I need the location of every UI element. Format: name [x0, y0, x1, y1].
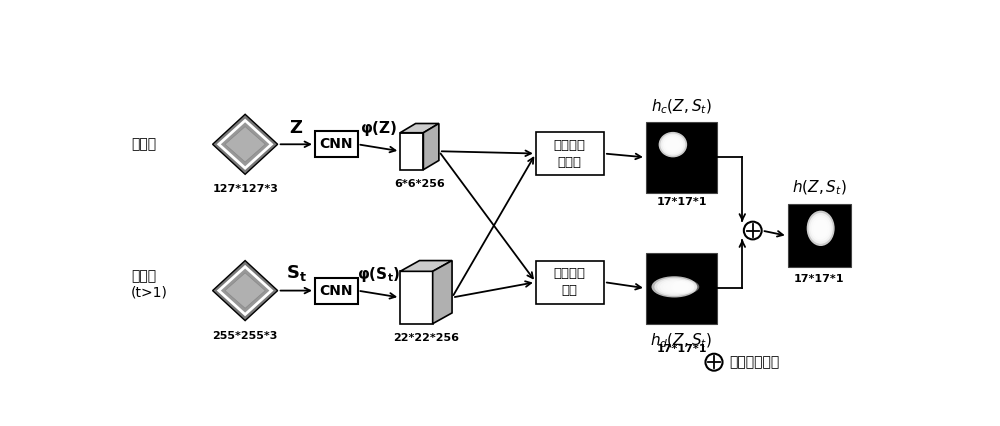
Text: 余弦相似
度度量: 余弦相似 度度量 [554, 138, 586, 169]
Text: 对应元素相加: 对应元素相加 [730, 355, 780, 369]
Polygon shape [219, 121, 271, 168]
Ellipse shape [671, 143, 675, 146]
Ellipse shape [657, 279, 691, 295]
Ellipse shape [669, 141, 676, 148]
Ellipse shape [683, 286, 687, 288]
Text: $h_d(Z,S_t)$: $h_d(Z,S_t)$ [650, 331, 712, 350]
Ellipse shape [654, 278, 694, 296]
Ellipse shape [660, 280, 689, 294]
Ellipse shape [669, 284, 680, 290]
Circle shape [744, 222, 762, 239]
Ellipse shape [671, 280, 699, 294]
Ellipse shape [676, 282, 694, 291]
Ellipse shape [666, 283, 683, 291]
Text: 17*17*1: 17*17*1 [656, 197, 707, 207]
FancyBboxPatch shape [536, 132, 604, 175]
Ellipse shape [652, 276, 697, 297]
Polygon shape [433, 261, 452, 324]
Polygon shape [225, 273, 265, 308]
Ellipse shape [808, 213, 833, 244]
Polygon shape [400, 271, 433, 324]
FancyBboxPatch shape [536, 261, 604, 304]
Polygon shape [400, 261, 452, 271]
Ellipse shape [815, 222, 826, 235]
Text: $\mathbf{\varphi(Z)}$: $\mathbf{\varphi(Z)}$ [360, 119, 398, 138]
Text: 17*17*1: 17*17*1 [794, 273, 845, 284]
Polygon shape [213, 114, 278, 174]
FancyBboxPatch shape [646, 122, 717, 193]
Ellipse shape [817, 224, 824, 233]
Ellipse shape [671, 285, 677, 288]
Polygon shape [400, 133, 423, 170]
Text: 22*22*256: 22*22*256 [393, 333, 459, 343]
Ellipse shape [681, 285, 689, 289]
Text: 第一帧: 第一帧 [131, 137, 156, 151]
Ellipse shape [807, 211, 835, 246]
Text: 欧氏距离
度量: 欧氏距离 度量 [554, 267, 586, 297]
Ellipse shape [664, 137, 682, 153]
FancyBboxPatch shape [315, 277, 358, 304]
Text: CNN: CNN [319, 284, 353, 298]
Ellipse shape [666, 138, 680, 151]
Ellipse shape [819, 226, 822, 230]
FancyBboxPatch shape [315, 131, 358, 157]
Polygon shape [225, 127, 265, 162]
Ellipse shape [663, 282, 686, 292]
Text: $\mathbf{S_t}$: $\mathbf{S_t}$ [286, 263, 307, 283]
Text: 17*17*1: 17*17*1 [656, 345, 707, 354]
Text: $\mathbf{\varphi(S_t)}$: $\mathbf{\varphi(S_t)}$ [357, 265, 400, 285]
Ellipse shape [812, 217, 829, 239]
Circle shape [705, 354, 723, 371]
Polygon shape [423, 124, 439, 170]
Text: 后续帧
(t>1): 后续帧 (t>1) [131, 269, 168, 299]
Ellipse shape [678, 283, 692, 291]
Polygon shape [213, 261, 278, 321]
Ellipse shape [814, 219, 828, 237]
Text: $h_c(Z,S_t)$: $h_c(Z,S_t)$ [651, 98, 712, 116]
Text: CNN: CNN [319, 137, 353, 151]
Text: $h(Z,S_t)$: $h(Z,S_t)$ [792, 178, 847, 197]
Ellipse shape [680, 284, 690, 290]
Ellipse shape [660, 133, 685, 156]
FancyBboxPatch shape [646, 253, 717, 324]
Ellipse shape [662, 135, 684, 154]
Polygon shape [400, 124, 439, 133]
FancyBboxPatch shape [788, 204, 851, 268]
Ellipse shape [673, 281, 697, 293]
Text: 127*127*3: 127*127*3 [212, 184, 278, 194]
Text: 6*6*256: 6*6*256 [394, 179, 445, 189]
Ellipse shape [659, 132, 687, 157]
Ellipse shape [810, 215, 831, 242]
Ellipse shape [668, 140, 678, 150]
Text: $\mathbf{Z}$: $\mathbf{Z}$ [289, 118, 303, 137]
Ellipse shape [674, 282, 696, 292]
Text: 255*255*3: 255*255*3 [212, 331, 278, 341]
Polygon shape [219, 267, 271, 314]
